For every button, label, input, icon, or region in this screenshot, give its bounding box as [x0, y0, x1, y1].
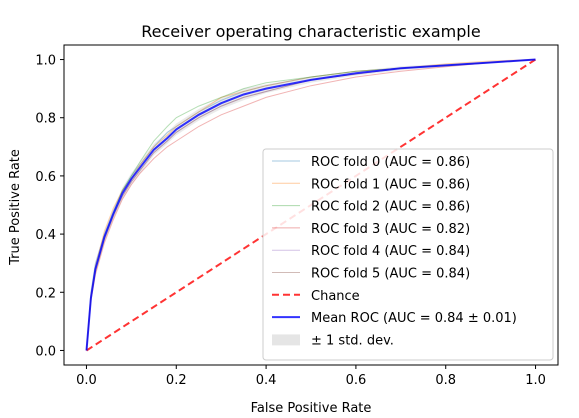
y-tick-label: 0.8: [35, 112, 56, 127]
legend: ROC fold 0 (AUC = 0.86) ROC fold 1 (AUC =…: [262, 148, 554, 361]
legend-label: ROC fold 2 (AUC = 0.86): [311, 200, 470, 215]
axes-frame: [63, 44, 559, 366]
x-tick-label: 0.8: [435, 373, 456, 388]
y-tick-label: 0.6: [35, 170, 56, 185]
x-tick-label: 0.2: [166, 373, 187, 388]
y-axis-label: True Positive Rate: [8, 149, 23, 266]
mean-roc-line: [85, 58, 536, 351]
legend-label: Mean ROC (AUC = 0.84 ± 0.01): [311, 311, 517, 326]
y-tick-label: 0.4: [35, 228, 56, 243]
legend-label: ROC fold 0 (AUC = 0.86): [311, 155, 470, 170]
legend-box: [262, 148, 554, 361]
legend-label: ROC fold 5 (AUC = 0.84): [311, 267, 470, 282]
x-tick-label: 1.0: [525, 373, 546, 388]
axis-ticks: 0.0 0.2 0.4 0.6 0.8 1.0 0.0 0.2 0.4 0.6 0.8 1.0: [35, 54, 546, 388]
chart-title: Receiver operating characteristic exampl…: [141, 22, 480, 41]
y-tick-label: 1.0: [35, 54, 56, 69]
roc-fold-3-line: [86, 59, 536, 351]
y-tick-label: 0.0: [35, 344, 56, 359]
legend-label: Chance: [311, 289, 360, 304]
x-tick-label: 0.6: [346, 373, 367, 388]
x-tick-label: 0.4: [256, 373, 277, 388]
y-tick-label: 0.2: [35, 286, 56, 301]
x-axis-label: False Positive Rate: [251, 401, 372, 416]
legend-label: ROC fold 1 (AUC = 0.86): [311, 177, 470, 192]
legend-label: ROC fold 4 (AUC = 0.84): [311, 244, 470, 259]
x-tick-label: 0.0: [76, 373, 97, 388]
legend-handle-std: [272, 334, 300, 346]
legend-label: ± 1 std. dev.: [311, 333, 394, 348]
legend-label: ROC fold 3 (AUC = 0.82): [311, 222, 470, 237]
